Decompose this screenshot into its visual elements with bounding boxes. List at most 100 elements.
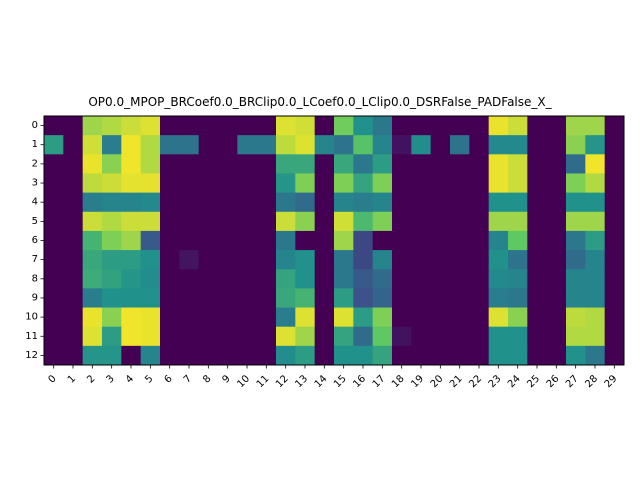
heatmap-cell (546, 345, 567, 366)
heatmap-cell (140, 192, 161, 213)
heatmap-cell (604, 211, 625, 232)
heatmap-cell (566, 269, 586, 289)
heatmap-cell (179, 116, 200, 136)
heatmap-cell (237, 269, 258, 289)
heatmap-cell (256, 345, 277, 366)
heatmap-cell (392, 288, 412, 308)
heatmap-cell (392, 211, 412, 232)
heatmap-cell (160, 135, 180, 155)
heatmap-cell (121, 211, 142, 232)
heatmap-cell (450, 269, 470, 289)
heatmap-cell (121, 154, 142, 174)
heatmap-cell (411, 173, 432, 194)
heatmap-cell (276, 192, 296, 213)
heatmap-cell (256, 230, 277, 251)
heatmap-cell (527, 192, 548, 213)
heatmap-cell (585, 116, 606, 136)
heatmap-cell (276, 250, 296, 270)
heatmap-cell (469, 250, 490, 270)
y-tick-label: 11 (25, 331, 38, 342)
heatmap-cell (527, 116, 548, 136)
heatmap-cell (256, 116, 277, 136)
heatmap-cell (276, 211, 296, 232)
heatmap-cell (198, 173, 219, 194)
heatmap-cell (44, 230, 64, 251)
heatmap-cell (295, 192, 316, 213)
heatmap-cell (527, 307, 548, 328)
heatmap-cell (430, 345, 451, 366)
heatmap-cell (102, 230, 122, 251)
heatmap-cell (198, 250, 219, 270)
heatmap-cell (179, 326, 200, 347)
x-tick-label: 5 (143, 373, 155, 385)
heatmap-cell (604, 192, 625, 213)
heatmap-cell (488, 288, 509, 308)
heatmap-cell (314, 135, 335, 155)
heatmap-cell (218, 211, 238, 232)
heatmap-cell (198, 307, 219, 328)
heatmap-cell (198, 135, 219, 155)
heatmap-cell (256, 288, 277, 308)
heatmap-cell (546, 116, 567, 136)
heatmap-cell (295, 230, 316, 251)
y-tick-label: 4 (32, 197, 38, 208)
heatmap-cell (508, 269, 528, 289)
heatmap-cell (121, 326, 142, 347)
heatmap-cell (276, 326, 296, 347)
heatmap-cell (218, 326, 238, 347)
heatmap-cell (566, 211, 586, 232)
y-tick-label: 2 (32, 158, 38, 169)
heatmap-cell (585, 250, 606, 270)
heatmap-cell (604, 307, 625, 328)
heatmap-cell (450, 135, 470, 155)
heatmap-cell (488, 326, 509, 347)
y-tick-label: 9 (32, 292, 38, 303)
heatmap-cell (450, 326, 470, 347)
heatmap-cell (334, 269, 354, 289)
heatmap-cell (508, 250, 528, 270)
heatmap-cell (82, 326, 103, 347)
heatmap-cell (140, 154, 161, 174)
heatmap-cell (121, 116, 142, 136)
heatmap-cell (140, 269, 161, 289)
heatmap-cell (237, 154, 258, 174)
heatmap-cell (160, 192, 180, 213)
heatmap-cell (334, 116, 354, 136)
heatmap-cell (256, 135, 277, 155)
heatmap-cell (198, 230, 219, 251)
heatmap-cell (411, 307, 432, 328)
heatmap-cell (121, 269, 142, 289)
heatmap-cell (82, 154, 103, 174)
x-tick-label: 4 (124, 373, 136, 385)
heatmap-cell (63, 230, 84, 251)
heatmap-cell (82, 135, 103, 155)
heatmap-cell (527, 345, 548, 366)
heatmap-cell (430, 211, 451, 232)
heatmap-cell (411, 269, 432, 289)
heatmap-cell (218, 116, 238, 136)
heatmap-cell (469, 154, 490, 174)
heatmap-cell (604, 230, 625, 251)
heatmap-cell (102, 173, 122, 194)
heatmap-cell (566, 345, 586, 366)
heatmap-cell (256, 326, 277, 347)
y-tick-label: 1 (32, 139, 38, 150)
heatmap-cell (604, 135, 625, 155)
x-tick-label: 19 (409, 373, 426, 390)
heatmap-cell (44, 269, 64, 289)
heatmap-cell (140, 326, 161, 347)
heatmap-cell (82, 250, 103, 270)
heatmap-cell (63, 154, 84, 174)
x-tick-label: 25 (525, 373, 542, 390)
heatmap-cell (82, 192, 103, 213)
heatmap-cell (469, 230, 490, 251)
heatmap-cell (140, 230, 161, 251)
heatmap-cell (527, 288, 548, 308)
heatmap-cell (256, 211, 277, 232)
heatmap-cell (121, 192, 142, 213)
heatmap-cell (411, 192, 432, 213)
heatmap-cell (527, 154, 548, 174)
heatmap-cell (353, 116, 374, 136)
heatmap-cell (237, 211, 258, 232)
heatmap-cell (256, 192, 277, 213)
